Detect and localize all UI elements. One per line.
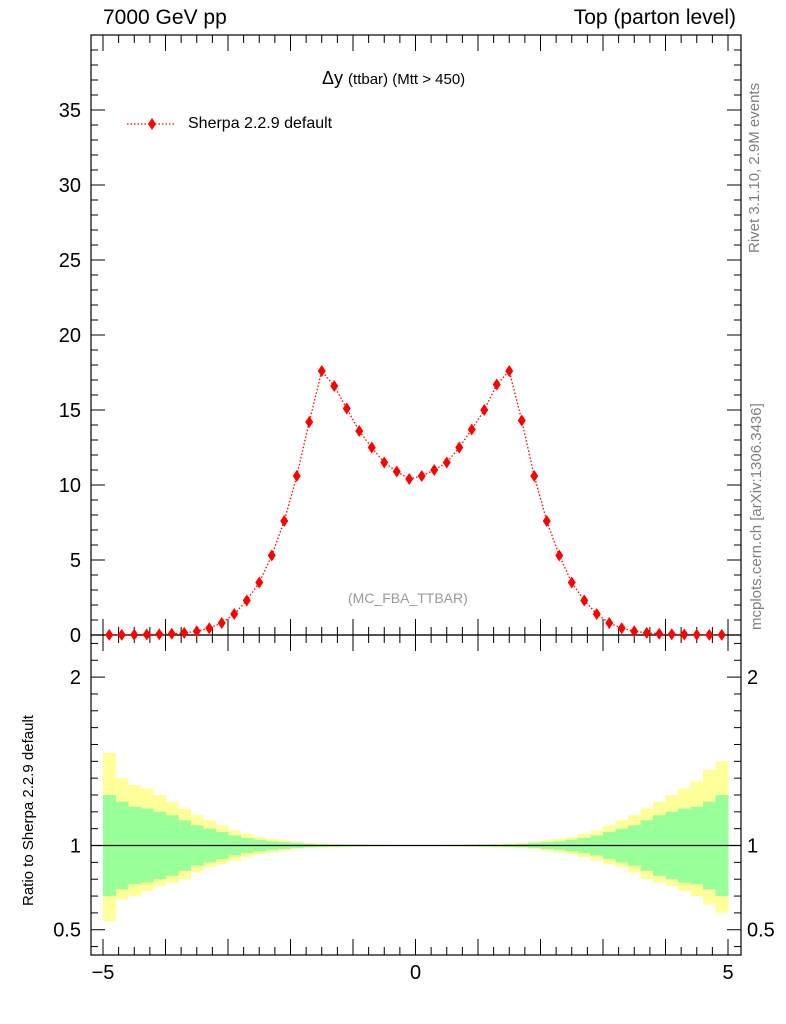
data-point: [205, 622, 214, 635]
rivet-version-label: Rivet 3.1.10, 2.9M events: [746, 82, 763, 253]
data-point: [142, 628, 151, 641]
data-point: [167, 627, 176, 640]
data-point: [380, 456, 389, 469]
data-point: [530, 470, 539, 482]
plot-title: Δy (ttbar) (Mtt > 450): [322, 68, 465, 89]
data-point: [355, 425, 364, 437]
y-tick-label: 10: [59, 475, 81, 497]
data-point: [617, 622, 626, 635]
y-tick-label: 15: [59, 400, 81, 422]
ratio-y-tick-label-right: 0.5: [747, 920, 775, 942]
data-point: [105, 628, 114, 641]
header-right: Top (parton level): [573, 6, 736, 29]
data-point: [242, 594, 251, 607]
data-point: [605, 617, 614, 629]
x-tick-label: 5: [722, 962, 733, 984]
data-point: [405, 473, 414, 485]
data-point: [667, 628, 676, 641]
y-tick-label: 0: [70, 625, 81, 647]
data-point: [705, 628, 714, 641]
data-point: [417, 470, 426, 482]
data-point: [567, 576, 576, 589]
data-point: [555, 549, 564, 562]
data-point: [367, 441, 376, 454]
x-tick-label: −5: [92, 962, 115, 984]
x-tick-label: 0: [410, 962, 421, 984]
data-point: [592, 608, 601, 620]
data-point: [130, 628, 139, 641]
data-point: [505, 365, 514, 377]
ratio-y-axis-label: Ratio to Sherpa 2.2.9 default: [20, 715, 37, 906]
data-point: [342, 402, 351, 415]
data-point: [692, 628, 701, 641]
data-point: [542, 515, 551, 527]
data-point: [517, 414, 526, 427]
data-point: [255, 576, 264, 589]
data-point: [292, 470, 301, 482]
data-point: [217, 617, 226, 629]
data-point: [630, 625, 639, 638]
data-point: [430, 464, 439, 476]
data-point: [580, 594, 589, 607]
analysis-watermark: (MC_FBA_TTBAR): [348, 590, 468, 606]
data-point: [480, 404, 489, 416]
data-point: [305, 416, 314, 428]
ratio-frame: [90, 634, 742, 956]
data-point: [192, 625, 201, 638]
data-point: [230, 608, 239, 620]
data-point: [717, 628, 726, 641]
plot-title-main: Δy: [322, 68, 344, 88]
y-tick-label: 30: [59, 175, 81, 197]
y-tick-label: 35: [59, 100, 81, 122]
plot-title-rest: (ttbar) (Mtt > 450): [348, 71, 466, 88]
legend-marker: [148, 118, 156, 130]
data-point: [317, 365, 326, 377]
ratio-y-tick-label-left: 1: [70, 836, 81, 858]
ratio-y-tick-label-right: 2: [747, 667, 758, 689]
data-point: [680, 628, 689, 641]
data-point: [455, 441, 464, 454]
data-point: [280, 515, 289, 527]
data-point: [467, 423, 476, 436]
data-point: [180, 626, 189, 639]
data-point: [442, 456, 451, 469]
y-tick-label: 5: [70, 550, 81, 572]
ratio-panel: 0.5 0.5 1 1 2 2 −5 0 5: [53, 634, 775, 984]
header-left: 7000 GeV pp: [103, 6, 227, 29]
mcplots-reference-label: mcplots.cern.ch [arXiv:1306.3436]: [748, 403, 765, 630]
data-point: [392, 465, 401, 478]
data-point: [267, 549, 276, 562]
ratio-y-tick-label-right: 1: [747, 836, 758, 858]
data-point: [642, 626, 651, 639]
data-point: [655, 627, 664, 640]
data-point: [492, 378, 501, 391]
ratio-y-tick-label-left: 2: [70, 667, 81, 689]
y-tick-label: 20: [59, 325, 81, 347]
data-point: [330, 380, 339, 392]
ratio-y-tick-label-left: 0.5: [53, 920, 81, 942]
legend-label: Sherpa 2.2.9 default: [188, 115, 333, 132]
data-point: [117, 628, 126, 641]
y-tick-label: 25: [59, 250, 81, 272]
data-point: [155, 628, 164, 641]
main-panel: 0 5 10 15 20 25 30 35: [59, 34, 742, 647]
